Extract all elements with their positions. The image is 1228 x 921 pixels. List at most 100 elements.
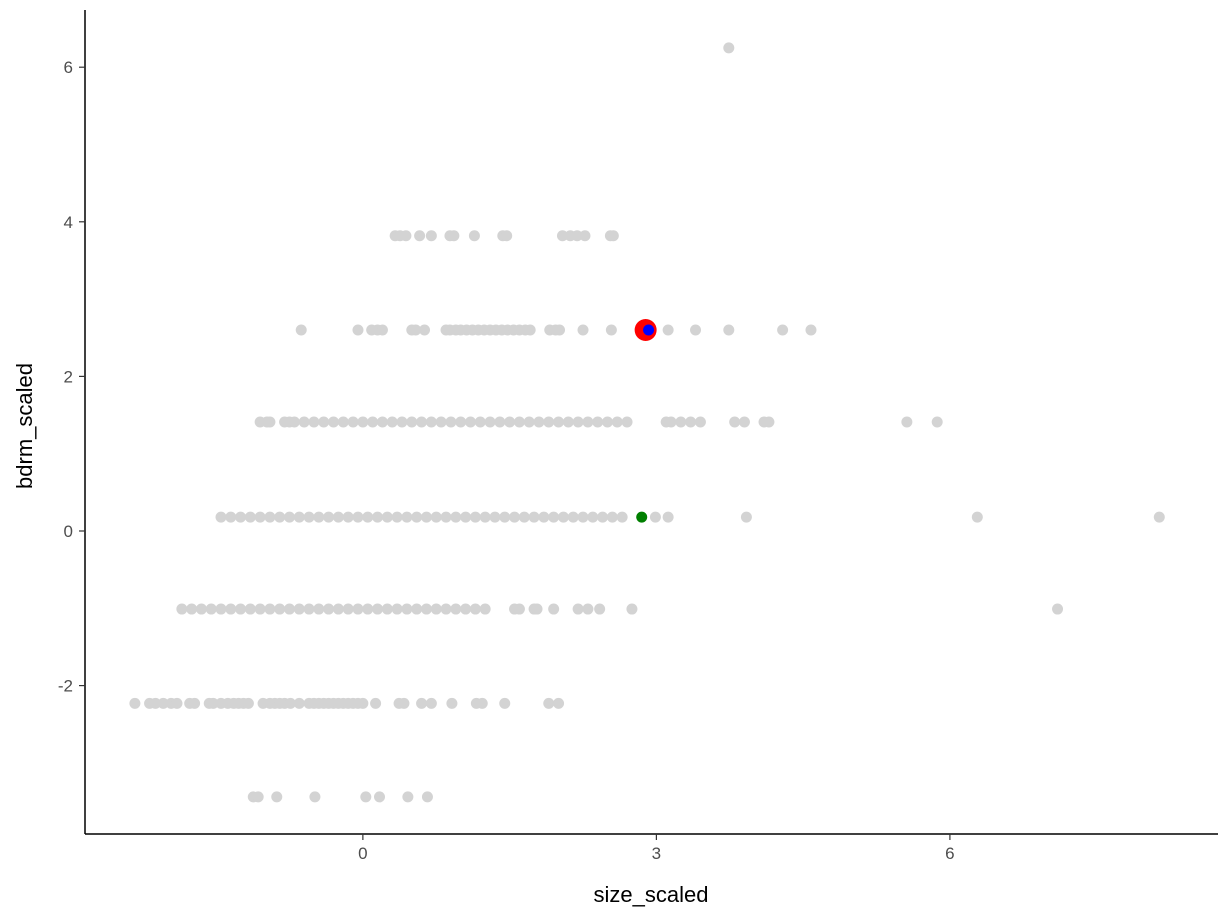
data-point bbox=[518, 511, 530, 523]
data-point bbox=[313, 511, 325, 523]
y-tick-label: -2 bbox=[58, 677, 73, 696]
data-point bbox=[685, 416, 697, 428]
data-point bbox=[347, 416, 359, 428]
data-point bbox=[171, 697, 183, 709]
data-point bbox=[450, 603, 462, 615]
data-point bbox=[665, 416, 677, 428]
data-point bbox=[360, 791, 372, 803]
data-point bbox=[421, 791, 433, 803]
y-tick-label: 2 bbox=[64, 367, 73, 386]
data-point bbox=[189, 697, 201, 709]
data-point bbox=[469, 511, 481, 523]
data-point bbox=[410, 324, 422, 336]
data-point bbox=[649, 511, 661, 523]
data-point bbox=[293, 511, 305, 523]
data-point bbox=[479, 511, 491, 523]
data-point bbox=[763, 416, 775, 428]
data-point bbox=[242, 697, 254, 709]
x-tick-label: 0 bbox=[358, 844, 367, 863]
data-point bbox=[274, 603, 286, 615]
data-point bbox=[342, 511, 354, 523]
data-point bbox=[626, 603, 638, 615]
data-point bbox=[464, 416, 476, 428]
data-point bbox=[513, 416, 525, 428]
data-point bbox=[195, 603, 207, 615]
data-point bbox=[176, 603, 188, 615]
data-point bbox=[455, 416, 467, 428]
data-point bbox=[352, 603, 364, 615]
data-point bbox=[450, 511, 462, 523]
data-point bbox=[572, 603, 584, 615]
data-point bbox=[971, 511, 983, 523]
data-point bbox=[662, 324, 674, 336]
data-point bbox=[205, 603, 217, 615]
data-point bbox=[440, 511, 452, 523]
data-point bbox=[264, 511, 276, 523]
data-point bbox=[391, 511, 403, 523]
data-point bbox=[582, 416, 594, 428]
data-point bbox=[416, 697, 428, 709]
data-point bbox=[694, 416, 706, 428]
data-point bbox=[264, 416, 276, 428]
data-point bbox=[252, 791, 264, 803]
data-point bbox=[381, 511, 393, 523]
data-point bbox=[313, 603, 325, 615]
data-point bbox=[271, 791, 283, 803]
data-point bbox=[582, 603, 594, 615]
data-point bbox=[611, 416, 623, 428]
data-point bbox=[579, 230, 591, 242]
data-point bbox=[777, 324, 789, 336]
data-point bbox=[235, 511, 247, 523]
data-point bbox=[298, 416, 310, 428]
data-point bbox=[460, 511, 472, 523]
data-point bbox=[337, 416, 349, 428]
data-point bbox=[386, 416, 398, 428]
data-point bbox=[391, 603, 403, 615]
data-point bbox=[420, 511, 432, 523]
data-point bbox=[509, 511, 521, 523]
data-point bbox=[362, 603, 374, 615]
data-point bbox=[342, 603, 354, 615]
y-tick-label: 0 bbox=[64, 522, 73, 541]
data-point bbox=[729, 416, 741, 428]
data-point bbox=[533, 416, 545, 428]
data-point bbox=[411, 603, 423, 615]
data-point bbox=[446, 697, 458, 709]
data-point bbox=[370, 697, 382, 709]
data-point bbox=[264, 603, 276, 615]
data-point bbox=[420, 603, 432, 615]
data-point bbox=[805, 324, 817, 336]
y-axis-label: bdrm_scaled bbox=[12, 363, 37, 489]
ticks-layer: 0 3 6 -2 0 2 4 6 bbox=[58, 58, 955, 863]
x-tick-label: 3 bbox=[652, 844, 661, 863]
data-point bbox=[284, 697, 296, 709]
data-point bbox=[398, 697, 410, 709]
data-point bbox=[577, 511, 589, 523]
data-point bbox=[543, 416, 555, 428]
data-point bbox=[357, 416, 369, 428]
data-point bbox=[401, 603, 413, 615]
data-point bbox=[401, 511, 413, 523]
data-point bbox=[225, 603, 237, 615]
data-point bbox=[235, 603, 247, 615]
data-point bbox=[254, 603, 266, 615]
data-point bbox=[572, 416, 584, 428]
data-point bbox=[513, 603, 525, 615]
data-point bbox=[605, 324, 617, 336]
data-point bbox=[469, 603, 481, 615]
y-tick-label: 4 bbox=[64, 213, 73, 232]
data-point bbox=[562, 416, 574, 428]
data-point bbox=[425, 230, 437, 242]
data-point bbox=[411, 511, 423, 523]
data-point bbox=[419, 324, 431, 336]
data-point bbox=[501, 230, 513, 242]
data-point bbox=[288, 416, 300, 428]
data-point bbox=[523, 416, 535, 428]
data-point bbox=[149, 697, 161, 709]
data-point bbox=[499, 697, 511, 709]
data-point bbox=[215, 511, 227, 523]
data-point bbox=[323, 603, 335, 615]
data-point bbox=[675, 416, 687, 428]
data-point bbox=[367, 416, 379, 428]
